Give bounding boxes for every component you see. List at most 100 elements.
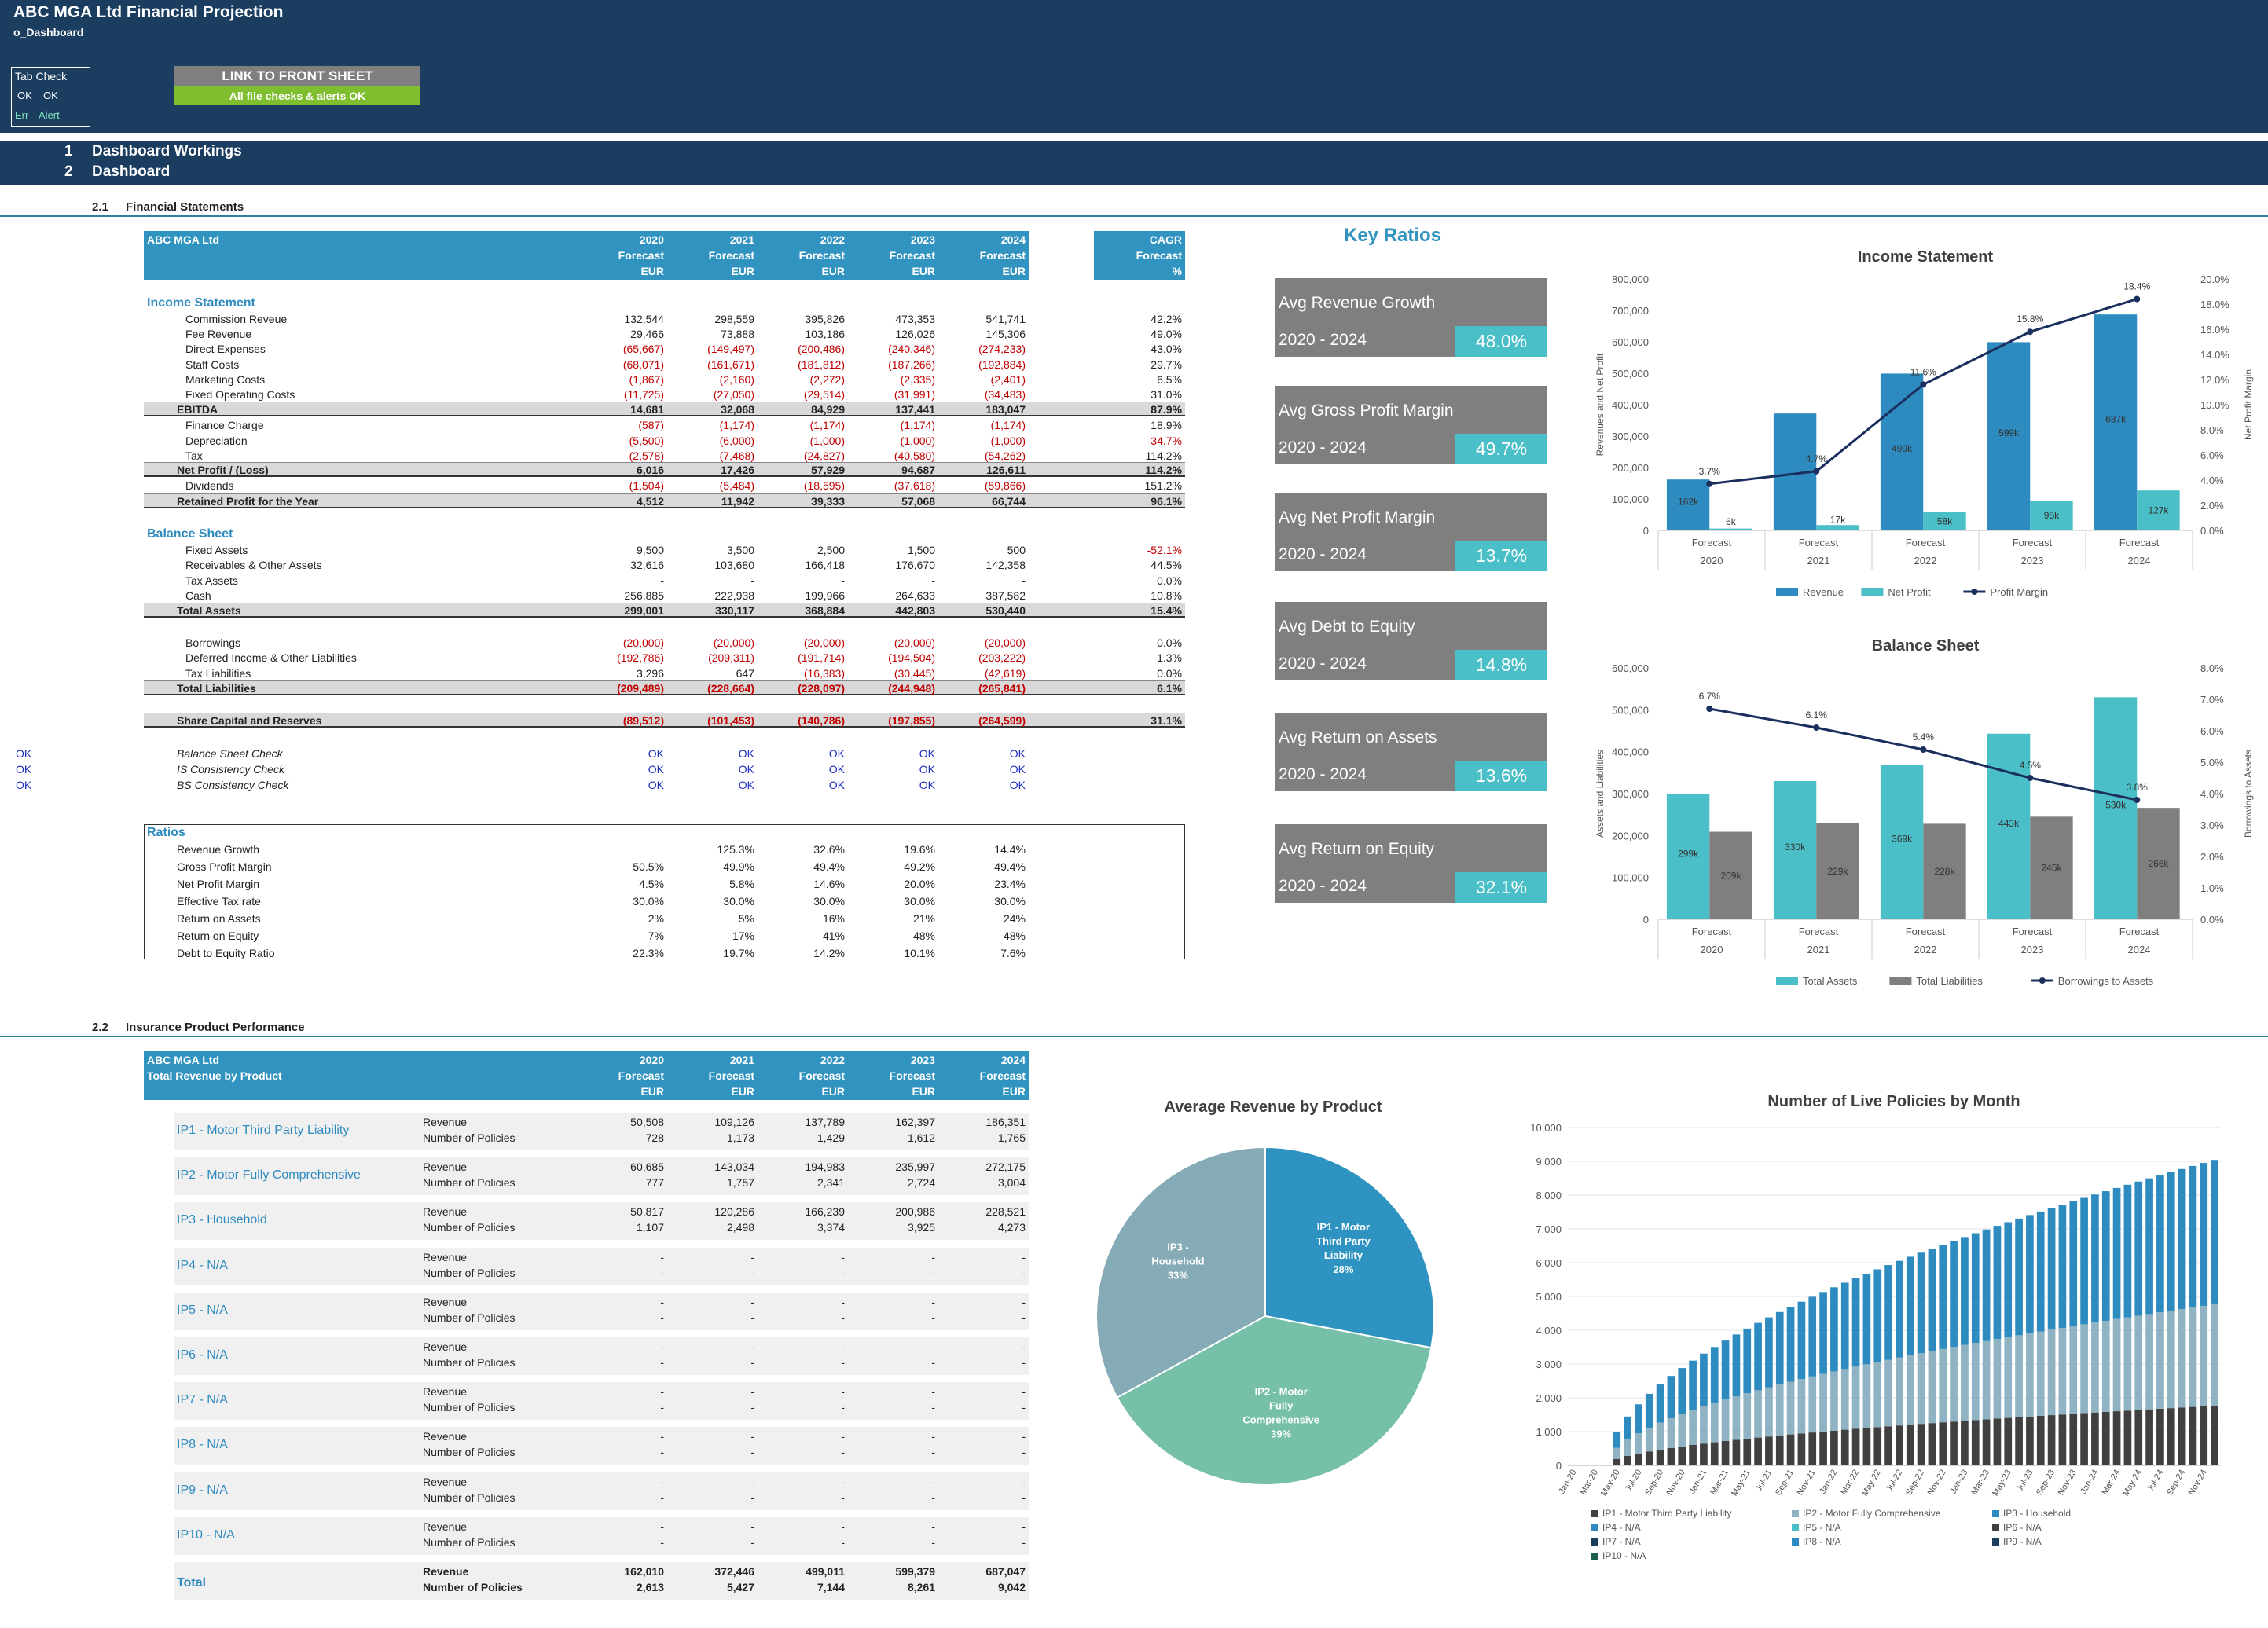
value-cell: -	[1022, 574, 1026, 587]
value-cell: (2,272)	[809, 372, 845, 386]
policies-cell: -	[1022, 1311, 1026, 1324]
value-cell: (197,855)	[888, 714, 935, 727]
legend-label: Total Liabilities	[1916, 975, 1983, 987]
bar-label: 209k	[1720, 870, 1741, 881]
value-cell: 39,333	[811, 495, 845, 508]
revenue-cell: -	[841, 1250, 845, 1263]
month-bar-segment	[1786, 1307, 1795, 1382]
policies-label: Number of Policies	[423, 1221, 516, 1234]
revenue-label: Revenue	[423, 1475, 468, 1488]
value-cell: -	[841, 574, 845, 587]
section-number: 1	[64, 143, 73, 160]
year-header-cell: 2023	[910, 233, 935, 246]
month-bar-segment	[1786, 1381, 1795, 1435]
revenue-label: Revenue	[423, 1430, 468, 1443]
product-row: IP6 - N/A Revenue Number of Policies - - - - - -…	[174, 1337, 1029, 1375]
month-bar-segment	[2080, 1324, 2088, 1414]
tab-check-box: Tab Check OK OK Err Alert	[11, 67, 90, 126]
bar-label: 369k	[1892, 834, 1913, 845]
line-point	[1813, 724, 1820, 731]
x-tick-label: Nov-24	[2187, 1468, 2209, 1498]
live-policies-chart: Number of Live Policies by Month 0 1,000 2,…	[1530, 1093, 2220, 1561]
y-tick-label: 2,000	[1536, 1392, 1562, 1404]
month-bar-segment	[1862, 1364, 1871, 1428]
value-cell: 14.6%	[813, 878, 845, 890]
bar-net-profit	[1709, 528, 1752, 530]
revenue-cell: -	[660, 1430, 664, 1443]
check-flag: OK	[16, 747, 32, 760]
year-header-cell: 2022	[820, 233, 845, 246]
row-label: Gross Profit Margin	[177, 860, 272, 873]
month-bar-segment	[1732, 1334, 1741, 1397]
policies-cell: -	[660, 1446, 664, 1459]
key-ratio-value: 32.1%	[1455, 872, 1547, 903]
value-cell: (274,233)	[978, 343, 1026, 356]
y-tick-label: 10,000	[1530, 1122, 1562, 1134]
legend-label: IP1 - Motor Third Party Liability	[1602, 1508, 1732, 1519]
month-bar-segment	[1710, 1402, 1719, 1443]
month-bar-segment	[1950, 1241, 1958, 1348]
month-bar-segment	[1645, 1427, 1653, 1452]
category-top-label: Forecast	[1906, 537, 1946, 548]
legend-swatch	[1792, 1538, 1799, 1546]
category-label: 2021	[1807, 944, 1830, 955]
value-cell: 32.6%	[813, 843, 845, 856]
policies-cell: 1,612	[907, 1131, 935, 1144]
value-cell: (20,000)	[803, 636, 845, 649]
key-ratio-name: Avg Return on Assets	[1279, 728, 1437, 746]
month-bar-segment	[2189, 1406, 2197, 1465]
value-cell: (228,097)	[798, 682, 845, 695]
month-bar-segment	[1765, 1387, 1773, 1437]
y-tick-label: 9,000	[1536, 1156, 1562, 1168]
year-header-cell: Forecast	[708, 1069, 754, 1082]
month-bar-segment	[2200, 1305, 2208, 1406]
value-cell: 32,068	[721, 403, 754, 416]
policies-cell: 3,374	[817, 1221, 845, 1234]
policies-cell: -	[931, 1311, 935, 1324]
x-tick-label: Sep-21	[1774, 1468, 1796, 1498]
month-bar-segment	[1862, 1428, 1871, 1465]
month-bar-segment	[1830, 1430, 1838, 1465]
fs-row: Staff Costs (68,071) (161,671) (181,812) (18…	[144, 358, 1185, 372]
value-cell: (187,266)	[888, 358, 935, 371]
month-bar-segment	[1700, 1353, 1708, 1406]
category-label: 2024	[2128, 555, 2151, 566]
ratio-row: Return on Equity 7% 17% 41% 48% 48%	[144, 929, 1185, 944]
section-link-dashboard-workings[interactable]: Dashboard Workings	[92, 143, 242, 160]
x-tick-label: Mar-20	[1578, 1468, 1600, 1497]
value-cell: 30.0%	[633, 895, 664, 908]
policies-cell: -	[750, 1490, 754, 1504]
divider	[0, 1036, 2268, 1037]
y2-tick-label: 16.0%	[2200, 324, 2229, 336]
line-label: 3.7%	[1699, 466, 1721, 477]
y-axis-label: Revenues and Net Profit	[1595, 353, 1606, 456]
month-bar-segment	[1928, 1423, 1936, 1465]
cagr-cell: 31.0%	[1151, 388, 1182, 401]
bar-label: 330k	[1785, 842, 1806, 852]
value-cell: OK	[738, 763, 754, 776]
row-label: Depreciation	[185, 434, 248, 447]
total-assets-row: Total Assets 299,001 330,117 368,884 442,803…	[144, 603, 1185, 618]
bar-label: 95k	[2044, 510, 2060, 521]
value-cell: 541,741	[985, 313, 1026, 325]
policies-cell: -	[1022, 1266, 1026, 1279]
line-point	[2134, 797, 2141, 803]
value-cell: 4,512	[636, 495, 664, 508]
month-bar-segment	[1840, 1429, 1849, 1465]
value-cell: 84,929	[811, 403, 845, 416]
category-top-label: Forecast	[2013, 926, 2053, 937]
category-top-label: Forecast	[1799, 926, 1839, 937]
bar-total-liabilities	[1923, 823, 1966, 919]
cagr-h1: CAGR	[1149, 233, 1182, 246]
y-tick-label: 600,000	[1612, 662, 1649, 674]
month-bar-segment	[1678, 1368, 1686, 1414]
y-axis-label: Assets and Liabilities	[1595, 750, 1606, 838]
cagr-cell: 6.5%	[1157, 372, 1182, 386]
bar-total-assets	[2094, 697, 2138, 919]
link-front-sheet-button[interactable]: LINK TO FRONT SHEET	[174, 66, 420, 86]
revenue-cell: -	[1022, 1250, 1026, 1263]
revenue-cell: 272,175	[985, 1160, 1026, 1174]
subsection-title: Insurance Product Performance	[126, 1021, 305, 1034]
section-link-dashboard[interactable]: Dashboard	[92, 163, 171, 180]
check-row: Balance Sheet Check OK OK OK OK OK	[144, 746, 1185, 761]
